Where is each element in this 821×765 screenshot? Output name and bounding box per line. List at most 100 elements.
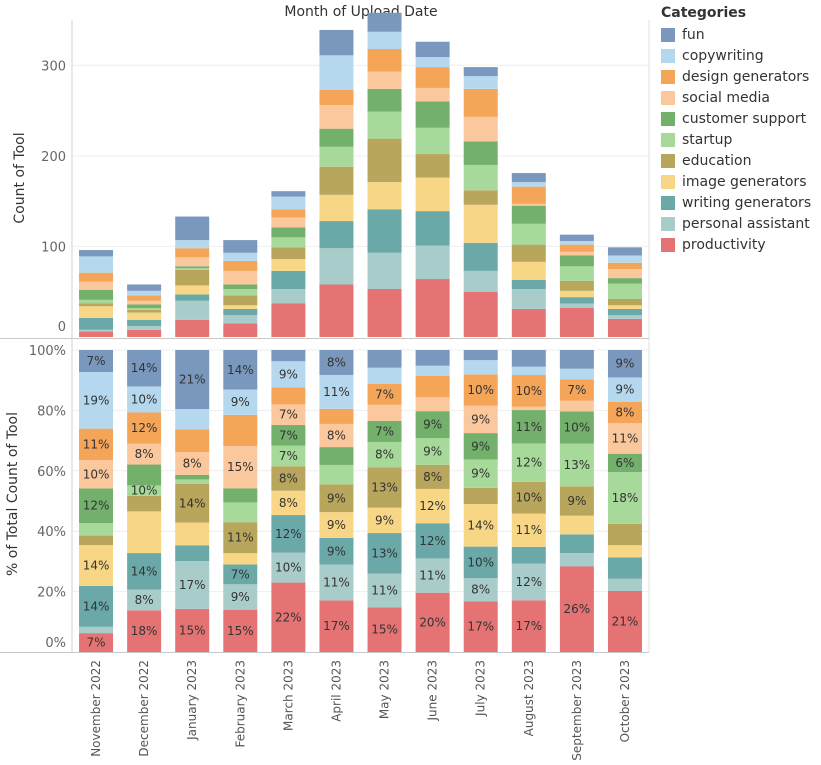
count-bar-design-generators[interactable] bbox=[175, 248, 210, 258]
count-bar-education[interactable] bbox=[175, 269, 210, 286]
count-bar-education[interactable] bbox=[367, 138, 402, 183]
count-bar-copywriting[interactable] bbox=[415, 57, 450, 68]
percent-bar-education[interactable] bbox=[319, 484, 354, 513]
count-bar-startup[interactable] bbox=[223, 288, 258, 296]
percent-bar-writing-generators[interactable] bbox=[127, 553, 162, 590]
count-bar-personal-assistant[interactable] bbox=[415, 245, 450, 280]
count-bar-personal-assistant[interactable] bbox=[271, 288, 306, 304]
percent-bar-design-generators[interactable] bbox=[511, 375, 546, 407]
percent-bar-design-generators[interactable] bbox=[319, 408, 354, 424]
percent-bar-social-media[interactable] bbox=[271, 404, 306, 426]
count-bar-copywriting[interactable] bbox=[271, 196, 306, 210]
count-bar-social-media[interactable] bbox=[127, 300, 162, 305]
percent-bar-customer-support[interactable] bbox=[415, 411, 450, 439]
percent-bar-startup[interactable] bbox=[367, 441, 402, 468]
count-bar-image-generators[interactable] bbox=[223, 305, 258, 309]
percent-bar-fun[interactable] bbox=[127, 350, 162, 387]
legend-item-productivity[interactable]: productivity bbox=[661, 234, 821, 255]
percent-bar-copywriting[interactable] bbox=[463, 360, 498, 375]
percent-bar-writing-generators[interactable] bbox=[271, 515, 306, 553]
count-bar-social-media[interactable] bbox=[223, 270, 258, 285]
percent-bar-fun[interactable] bbox=[367, 350, 402, 368]
percent-bar-customer-support[interactable] bbox=[223, 488, 258, 503]
count-bar-image-generators[interactable] bbox=[367, 182, 402, 210]
percent-bar-customer-support[interactable] bbox=[79, 488, 114, 524]
percent-bar-education[interactable] bbox=[607, 523, 642, 546]
percent-bar-copywriting[interactable] bbox=[511, 366, 546, 376]
count-bar-customer-support[interactable] bbox=[559, 255, 594, 267]
count-bar-image-generators[interactable] bbox=[127, 312, 162, 320]
percent-bar-customer-support[interactable] bbox=[175, 474, 210, 480]
percent-bar-image-generators[interactable] bbox=[175, 522, 210, 546]
percent-bar-productivity[interactable] bbox=[367, 607, 402, 652]
percent-bar-personal-assistant[interactable] bbox=[559, 553, 594, 567]
count-bar-personal-assistant[interactable] bbox=[79, 329, 114, 332]
count-bar-image-generators[interactable] bbox=[415, 177, 450, 212]
percent-bar-image-generators[interactable] bbox=[319, 512, 354, 538]
count-bar-image-generators[interactable] bbox=[511, 261, 546, 280]
count-bar-personal-assistant[interactable] bbox=[175, 300, 210, 320]
percent-bar-copywriting[interactable] bbox=[367, 367, 402, 384]
percent-bar-writing-generators[interactable] bbox=[415, 523, 450, 559]
count-bar-startup[interactable] bbox=[175, 268, 210, 270]
count-bar-customer-support[interactable] bbox=[271, 227, 306, 238]
count-bar-startup[interactable] bbox=[415, 127, 450, 155]
percent-bar-education[interactable] bbox=[223, 522, 258, 554]
count-bar-design-generators[interactable] bbox=[79, 272, 114, 282]
count-bar-design-generators[interactable] bbox=[463, 88, 498, 117]
count-bar-fun[interactable] bbox=[463, 67, 498, 77]
count-bar-customer-support[interactable] bbox=[607, 278, 642, 284]
percent-bar-personal-assistant[interactable] bbox=[415, 558, 450, 593]
count-bar-education[interactable] bbox=[271, 247, 306, 260]
percent-bar-social-media[interactable] bbox=[127, 443, 162, 465]
percent-bar-image-generators[interactable] bbox=[463, 504, 498, 547]
percent-bar-education[interactable] bbox=[511, 481, 546, 514]
count-bar-startup[interactable] bbox=[79, 299, 114, 304]
percent-bar-social-media[interactable] bbox=[415, 397, 450, 412]
count-bar-writing-generators[interactable] bbox=[463, 242, 498, 271]
percent-bar-design-generators[interactable] bbox=[367, 383, 402, 405]
percent-bar-copywriting[interactable] bbox=[319, 374, 354, 409]
percent-bar-customer-support[interactable] bbox=[511, 410, 546, 444]
percent-bar-social-media[interactable] bbox=[607, 423, 642, 454]
percent-bar-writing-generators[interactable] bbox=[319, 537, 354, 565]
percent-bar-design-generators[interactable] bbox=[271, 387, 306, 405]
count-bar-education[interactable] bbox=[319, 166, 354, 195]
count-bar-writing-generators[interactable] bbox=[559, 297, 594, 304]
count-bar-productivity[interactable] bbox=[607, 318, 642, 337]
percent-bar-productivity[interactable] bbox=[511, 600, 546, 652]
count-bar-fun[interactable] bbox=[511, 173, 546, 183]
percent-bar-personal-assistant[interactable] bbox=[79, 626, 114, 634]
legend-item-social-media[interactable]: social media bbox=[661, 87, 821, 108]
count-bar-design-generators[interactable] bbox=[127, 295, 162, 301]
percent-bar-personal-assistant[interactable] bbox=[463, 578, 498, 602]
percent-bar-education[interactable] bbox=[79, 535, 114, 546]
count-bar-productivity[interactable] bbox=[463, 291, 498, 337]
percent-bar-image-generators[interactable] bbox=[367, 507, 402, 534]
percent-bar-startup[interactable] bbox=[463, 459, 498, 488]
percent-bar-image-generators[interactable] bbox=[607, 545, 642, 558]
count-bar-copywriting[interactable] bbox=[127, 290, 162, 296]
count-bar-customer-support[interactable] bbox=[175, 266, 210, 269]
percent-bar-fun[interactable] bbox=[79, 350, 114, 373]
legend-item-startup[interactable]: startup bbox=[661, 129, 821, 150]
count-bar-fun[interactable] bbox=[175, 216, 210, 241]
count-bar-social-media[interactable] bbox=[271, 217, 306, 228]
count-bar-personal-assistant[interactable] bbox=[319, 248, 354, 285]
percent-bar-customer-support[interactable] bbox=[319, 447, 354, 465]
count-bar-image-generators[interactable] bbox=[559, 290, 594, 298]
count-bar-education[interactable] bbox=[415, 154, 450, 178]
percent-bar-social-media[interactable] bbox=[511, 406, 546, 411]
count-bar-productivity[interactable] bbox=[175, 319, 210, 337]
percent-bar-writing-generators[interactable] bbox=[223, 564, 258, 585]
percent-bar-social-media[interactable] bbox=[319, 423, 354, 448]
count-bar-writing-generators[interactable] bbox=[367, 209, 402, 253]
percent-bar-fun[interactable] bbox=[463, 350, 498, 361]
legend-item-image-generators[interactable]: image generators bbox=[661, 171, 821, 192]
percent-bar-fun[interactable] bbox=[271, 350, 306, 362]
count-bar-personal-assistant[interactable] bbox=[127, 326, 162, 330]
count-bar-social-media[interactable] bbox=[607, 269, 642, 279]
count-bar-personal-assistant[interactable] bbox=[511, 288, 546, 309]
count-bar-customer-support[interactable] bbox=[79, 289, 114, 300]
count-bar-fun[interactable] bbox=[415, 41, 450, 58]
